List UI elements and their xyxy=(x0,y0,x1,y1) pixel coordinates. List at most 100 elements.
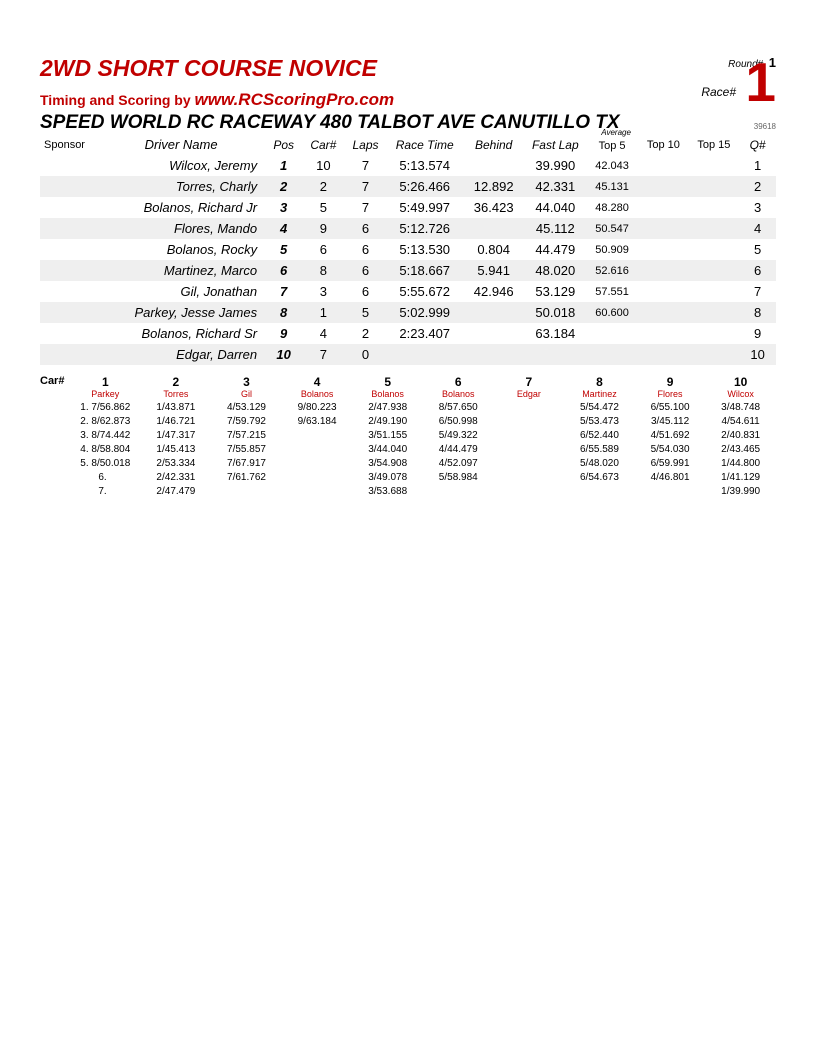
cell-fast: 44.479 xyxy=(524,239,586,260)
cell-driver: Bolanos, Rocky xyxy=(97,239,265,260)
cell-top5 xyxy=(586,344,638,365)
cell-driver: Martinez, Marco xyxy=(97,260,265,281)
col-driver: Driver Name xyxy=(97,134,265,155)
cell-behind: 36.423 xyxy=(463,197,525,218)
cell-top5: 60.600 xyxy=(586,302,638,323)
cell-car: 6 xyxy=(302,239,344,260)
lap-time: 5/58.984 xyxy=(423,471,494,485)
cell-sponsor xyxy=(40,176,97,197)
cell-time: 5:18.667 xyxy=(387,260,463,281)
lap-time: 6/52.440 xyxy=(564,429,635,443)
cell-car: 5 xyxy=(302,197,344,218)
laps-section: Car# 1Parkey1. 7/56.8622. 8/62.8733. 8/7… xyxy=(40,375,776,499)
record-id: 39618 xyxy=(754,122,776,131)
average-label: Average xyxy=(590,128,642,137)
lap-col-number: 4 xyxy=(282,375,353,389)
lap-column: 5Bolanos2/47.9382/49.1903/51.1553/44.040… xyxy=(352,375,423,499)
lap-time: 6/54.673 xyxy=(564,471,635,485)
lap-time: 2/40.831 xyxy=(705,429,776,443)
lap-time xyxy=(635,485,706,499)
lap-time: 4/51.692 xyxy=(635,429,706,443)
cell-fast: 50.018 xyxy=(524,302,586,323)
cell-sponsor xyxy=(40,155,97,176)
cell-top10 xyxy=(638,155,689,176)
lap-time: 4/52.097 xyxy=(423,457,494,471)
lap-time: 1/41.129 xyxy=(705,471,776,485)
cell-top5: 50.909 xyxy=(586,239,638,260)
cell-laps: 6 xyxy=(344,239,386,260)
cell-behind: 0.804 xyxy=(463,239,525,260)
table-header-row: Sponsor Driver Name Pos Car# Laps Race T… xyxy=(40,134,776,155)
cell-car: 10 xyxy=(302,155,344,176)
cell-car: 3 xyxy=(302,281,344,302)
page-container: 2WD SHORT COURSE NOVICE Round# 1 Race# 1… xyxy=(0,0,816,499)
cell-top15 xyxy=(689,239,740,260)
lap-col-driver: Bolanos xyxy=(282,389,353,399)
lap-time xyxy=(282,443,353,457)
result-row: Bolanos, Richard Sr9422:23.40763.1849 xyxy=(40,323,776,344)
lap-time: 1/39.990 xyxy=(705,485,776,499)
cell-driver: Parkey, Jesse James xyxy=(97,302,265,323)
car-number-label: Car# xyxy=(40,375,70,499)
col-top5: Average Top 5 xyxy=(586,134,638,155)
cell-q: 6 xyxy=(739,260,776,281)
cell-q: 1 xyxy=(739,155,776,176)
cell-time: 5:55.672 xyxy=(387,281,463,302)
result-row: Edgar, Darren107010 xyxy=(40,344,776,365)
lap-col-number: 1 xyxy=(70,375,141,389)
lap-time: 6/50.998 xyxy=(423,415,494,429)
cell-top10 xyxy=(638,323,689,344)
cell-pos: 9 xyxy=(265,323,302,344)
lap-time: 5/48.020 xyxy=(564,457,635,471)
cell-laps: 6 xyxy=(344,218,386,239)
cell-q: 2 xyxy=(739,176,776,197)
cell-driver: Flores, Mando xyxy=(97,218,265,239)
lap-col-number: 2 xyxy=(141,375,212,389)
lap-time: 3. 8/74.442 xyxy=(70,429,141,443)
cell-top10 xyxy=(638,197,689,218)
col-top10: Top 10 xyxy=(638,134,689,155)
timing-url: www.RCScoringPro.com xyxy=(195,90,395,109)
lap-time: 6. xyxy=(70,471,141,485)
cell-laps: 0 xyxy=(344,344,386,365)
lap-time xyxy=(494,429,565,443)
race-label: Race# xyxy=(701,85,736,99)
lap-time: 6/55.589 xyxy=(564,443,635,457)
cell-sponsor xyxy=(40,323,97,344)
cell-pos: 3 xyxy=(265,197,302,218)
cell-behind: 12.892 xyxy=(463,176,525,197)
cell-fast: 39.990 xyxy=(524,155,586,176)
lap-time xyxy=(494,485,565,499)
results-table: Sponsor Driver Name Pos Car# Laps Race T… xyxy=(40,134,776,365)
col-car: Car# xyxy=(302,134,344,155)
cell-driver: Gil, Jonathan xyxy=(97,281,265,302)
cell-top10 xyxy=(638,260,689,281)
cell-top10 xyxy=(638,281,689,302)
lap-time: 3/45.112 xyxy=(635,415,706,429)
lap-col-driver: Flores xyxy=(635,389,706,399)
lap-column: 8Martinez5/54.4725/53.4736/52.4406/55.58… xyxy=(564,375,635,499)
lap-column: 2Torres1/43.8711/46.7211/47.3171/45.4132… xyxy=(141,375,212,499)
lap-time: 6/55.100 xyxy=(635,401,706,415)
race-number: 1 xyxy=(745,55,776,110)
cell-fast: 44.040 xyxy=(524,197,586,218)
cell-top15 xyxy=(689,155,740,176)
lap-time: 3/54.908 xyxy=(352,457,423,471)
cell-top5: 50.547 xyxy=(586,218,638,239)
result-row: Parkey, Jesse James8155:02.99950.01860.6… xyxy=(40,302,776,323)
lap-col-number: 8 xyxy=(564,375,635,389)
cell-top5 xyxy=(586,323,638,344)
lap-time: 4. 8/58.804 xyxy=(70,443,141,457)
lap-time: 8/57.650 xyxy=(423,401,494,415)
cell-pos: 5 xyxy=(265,239,302,260)
cell-q: 7 xyxy=(739,281,776,302)
cell-driver: Bolanos, Richard Sr xyxy=(97,323,265,344)
cell-top5: 52.616 xyxy=(586,260,638,281)
cell-car: 8 xyxy=(302,260,344,281)
lap-col-number: 6 xyxy=(423,375,494,389)
lap-time xyxy=(494,415,565,429)
col-racetime: Race Time xyxy=(387,134,463,155)
cell-pos: 7 xyxy=(265,281,302,302)
cell-time: 5:49.997 xyxy=(387,197,463,218)
cell-laps: 6 xyxy=(344,281,386,302)
